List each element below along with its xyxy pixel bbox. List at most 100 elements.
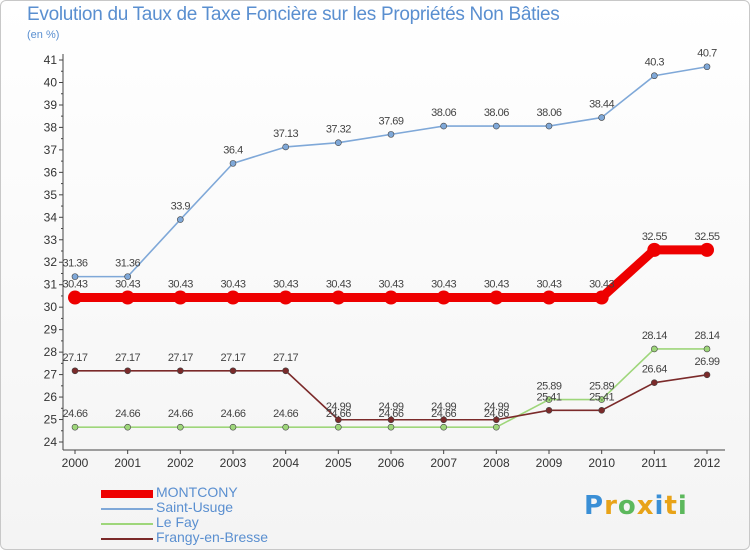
y-tick-label: 26 <box>44 390 58 404</box>
data-point <box>651 72 658 80</box>
data-label: 25.89 <box>589 381 614 393</box>
legend-swatch <box>101 523 153 525</box>
unit-label: (en %) <box>27 29 60 41</box>
data-label: 24.66 <box>326 408 351 420</box>
legend-swatch <box>101 508 153 510</box>
data-label: 27.17 <box>273 352 298 364</box>
data-label: 32.55 <box>642 231 667 243</box>
data-label: 30.43 <box>589 279 614 291</box>
data-point <box>545 407 553 414</box>
data-point <box>647 242 662 257</box>
x-tick-label: 2011 <box>641 456 667 470</box>
data-label: 40.3 <box>645 57 665 69</box>
data-label: 30.43 <box>431 279 456 291</box>
data-label: 24.66 <box>273 408 298 420</box>
data-label: 24.66 <box>168 408 193 420</box>
data-point <box>594 290 609 305</box>
data-point <box>177 216 184 223</box>
y-tick-label: 38 <box>44 120 58 134</box>
data-label: 26.64 <box>642 364 667 376</box>
x-tick-label: 2007 <box>430 456 457 470</box>
y-tick-label: 36 <box>44 165 58 179</box>
data-point <box>71 423 79 431</box>
data-point <box>700 242 714 257</box>
data-point <box>124 423 131 431</box>
data-label: 38.44 <box>589 99 614 111</box>
data-point <box>703 371 711 379</box>
legend-label: Frangy-en-Bresse <box>156 529 269 545</box>
data-label: 24.66 <box>378 408 403 420</box>
data-label: 25.41 <box>536 391 561 403</box>
x-tick-label: 2004 <box>272 456 299 470</box>
data-label: 26.99 <box>694 356 719 368</box>
x-tick-label: 2009 <box>536 456 563 470</box>
y-tick-label: 41 <box>44 53 58 67</box>
legend-swatch <box>101 538 153 540</box>
y-tick-label: 35 <box>44 188 58 202</box>
data-label: 27.17 <box>220 352 245 364</box>
legend-label: Le Fay <box>156 514 199 530</box>
x-tick-label: 2002 <box>167 456 194 470</box>
x-tick-label: 2012 <box>694 456 721 470</box>
data-point <box>493 416 500 424</box>
data-point <box>282 143 289 151</box>
data-point <box>278 290 293 305</box>
logo-letter: x <box>636 491 655 521</box>
data-label: 30.43 <box>115 279 140 291</box>
data-label: 24.99 <box>484 401 509 413</box>
data-point <box>545 396 553 403</box>
data-label: 24.66 <box>220 408 245 420</box>
legend-label: MONTCONY <box>156 484 238 500</box>
x-tick-label: 2010 <box>588 456 615 470</box>
data-point <box>703 345 711 353</box>
data-label: 24.99 <box>326 401 351 413</box>
data-label: 28.14 <box>694 330 719 342</box>
data-label: 37.32 <box>326 124 351 136</box>
logo-letter: t <box>664 491 678 521</box>
x-tick-label: 2003 <box>220 456 247 470</box>
data-label: 36.4 <box>223 144 243 156</box>
data-label: 30.43 <box>378 279 403 291</box>
y-tick-label: 39 <box>44 98 58 112</box>
proxiti-logo: Proxiti <box>584 491 688 521</box>
data-label: 30.43 <box>62 279 87 291</box>
data-point <box>598 396 605 403</box>
legend-label: Saint-Usuge <box>156 499 234 515</box>
data-point <box>282 367 289 375</box>
data-point <box>387 416 395 424</box>
y-tick-label: 40 <box>44 75 58 89</box>
x-tick-label: 2005 <box>325 456 352 470</box>
logo-letter: i <box>654 491 665 521</box>
data-point <box>177 423 184 431</box>
y-tick-label: 27 <box>44 368 58 382</box>
data-point <box>440 122 447 130</box>
data-label: 37.69 <box>378 115 403 127</box>
data-point <box>493 423 500 431</box>
y-tick-label: 25 <box>44 413 58 427</box>
data-point <box>331 290 346 305</box>
y-tick-label: 33 <box>44 233 58 247</box>
data-point <box>598 407 605 414</box>
data-point <box>71 367 79 375</box>
y-tick-label: 30 <box>44 300 58 314</box>
data-point <box>598 114 605 121</box>
data-label: 32.55 <box>694 231 719 243</box>
data-label: 24.99 <box>431 401 456 413</box>
x-tick-label: 2000 <box>62 456 89 470</box>
data-point <box>229 160 237 167</box>
data-point <box>651 345 658 353</box>
data-label: 33.9 <box>171 201 191 213</box>
y-tick-label: 37 <box>44 143 58 157</box>
data-label: 27.17 <box>168 352 193 364</box>
data-point <box>651 379 658 386</box>
data-label: 24.99 <box>378 401 403 413</box>
data-point <box>335 423 342 431</box>
data-label: 24.66 <box>115 408 140 420</box>
y-tick-label: 32 <box>44 255 58 269</box>
logo-letter: i <box>677 491 688 521</box>
data-point <box>703 63 711 71</box>
data-label: 30.43 <box>326 279 351 291</box>
data-label: 38.06 <box>431 107 456 119</box>
